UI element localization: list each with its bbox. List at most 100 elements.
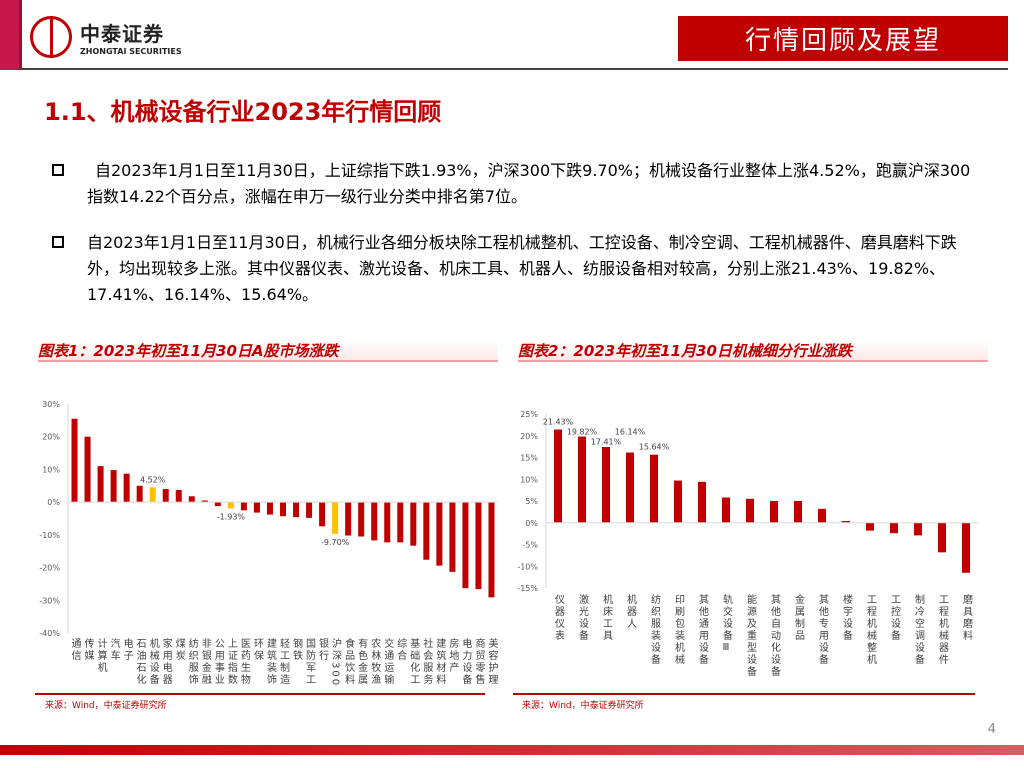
section-badge: 行情回顾及展望 — [678, 16, 1008, 61]
bar — [554, 429, 562, 523]
data-label: -1.93% — [217, 512, 246, 521]
bar — [746, 498, 754, 523]
x-tick-label: 激光设备 — [577, 593, 589, 642]
bar — [794, 501, 802, 523]
data-label: 4.52% — [140, 475, 166, 484]
logo-en: ZHONGTAI SECURITIES — [80, 47, 182, 56]
x-tick-label: 传媒 — [82, 638, 94, 662]
x-tick-label: 钢铁 — [291, 637, 303, 662]
x-tick-label: 仪器仪表 — [553, 594, 565, 642]
y-tick-label: -10% — [517, 562, 538, 571]
data-label: 17.41% — [591, 438, 622, 447]
bar — [475, 502, 482, 590]
x-tick-label: 纺织服装设备 — [649, 593, 661, 666]
paragraph-text: 自2023年1月1日至11月30日，上证综指下跌1.93%，沪深300下跌9.7… — [87, 161, 971, 206]
bar — [123, 473, 130, 503]
chart1-svg: 30% 20% 10% 0% -10% -20% -30% -40% 通信 传媒 计算机 汽车 电子 石油… — [39, 400, 498, 687]
x-tick-label: 制冷空调设备 — [913, 593, 925, 666]
bar — [227, 502, 234, 509]
logo-name: 中泰证券 — [80, 22, 164, 46]
bar — [818, 508, 826, 523]
page-title: 1.1、机械设备行业2023年行情回顾 — [44, 98, 442, 126]
x-tick-label: 工程机械器件 — [937, 594, 949, 666]
x-tick-label: 轻工制造 — [278, 637, 290, 686]
x-tick-label: 交通运输 — [382, 637, 394, 686]
square-bullet-icon — [52, 164, 64, 176]
x-tick-label: 通信 — [69, 638, 81, 662]
bar — [770, 501, 778, 523]
bar — [410, 502, 417, 546]
y-tick-label: 25% — [520, 410, 538, 419]
y-tick-label: -40% — [39, 629, 60, 638]
bar — [319, 502, 326, 527]
x-tick-label: 楼宇设备 — [841, 593, 853, 642]
bar — [698, 481, 706, 523]
chart1-title: 图表1：2023年初至11月30日A股市场涨跌 — [38, 340, 498, 362]
bullet-paragraph: 自2023年1月1日至11月30日，机械行业各细分板块除工程机械整机、工控设备、… — [52, 230, 982, 308]
y-tick-label: -10% — [39, 531, 60, 540]
chart2-svg: 25% 20% 15% 10% 5% 0% -5% -10% -15% 仪器仪表 21.43% 激光设… — [517, 410, 978, 678]
y-tick-label: -30% — [39, 596, 60, 605]
brand-stripe — [0, 0, 22, 70]
x-tick-label: 农林牧渔 — [369, 637, 381, 686]
logo-icon — [30, 16, 72, 58]
bar — [449, 502, 456, 572]
logo: 中泰证券 ZHONGTAI SECURITIES — [30, 16, 182, 58]
bar — [397, 502, 404, 543]
data-label: 15.64% — [639, 443, 670, 452]
bar — [240, 502, 247, 511]
bar — [136, 485, 143, 503]
x-tick-label: 国防军工 — [304, 638, 316, 686]
x-tick-label: 石油石化 — [134, 638, 146, 686]
y-tick-label: 20% — [520, 432, 538, 441]
chart2-title: 图表2：2023年初至11月30日机械细分行业涨跌 — [518, 340, 988, 362]
bar — [201, 500, 208, 503]
y-tick-label: 0% — [47, 498, 60, 507]
source-divider — [35, 693, 485, 695]
x-tick-label: 建筑材料 — [434, 637, 446, 686]
bar — [842, 521, 850, 523]
x-tick-label: 综合 — [395, 637, 407, 662]
page-number: 4 — [987, 722, 996, 737]
x-tick-label: 其他专用设备 — [817, 594, 829, 666]
bar — [371, 502, 378, 541]
x-tick-label: 轨交设备Ⅲ — [721, 593, 733, 655]
bar — [423, 502, 430, 560]
x-tick-label: 煤炭 — [173, 637, 185, 662]
bar — [71, 418, 78, 503]
x-tick-label: 家用电器 — [160, 637, 172, 686]
x-tick-label: 沪深300 — [330, 637, 342, 687]
x-tick-label: 电力设备 — [460, 637, 472, 686]
bar — [280, 502, 286, 517]
x-tick-label: 商贸零售 — [473, 637, 485, 686]
bar — [890, 522, 898, 534]
source-divider — [513, 693, 975, 695]
bar — [84, 436, 91, 503]
y-tick-label: -5% — [522, 541, 538, 550]
x-tick-label: 美容护理 — [486, 637, 498, 686]
x-tick-label: 磨具磨料 — [961, 594, 973, 642]
x-tick-label: 电子 — [121, 637, 133, 662]
y-tick-label: 30% — [42, 400, 60, 409]
y-tick-label: -15% — [517, 584, 538, 593]
bar — [674, 480, 682, 523]
data-label: -9.70% — [321, 538, 350, 547]
bar — [462, 502, 469, 589]
bar — [345, 502, 352, 536]
bar — [626, 452, 634, 523]
x-tick-label: 机器人 — [625, 593, 637, 630]
x-tick-label: 工程机械整机 — [865, 594, 877, 666]
x-tick-label: 汽车 — [108, 637, 120, 662]
bar — [266, 502, 273, 515]
x-tick-label: 机床工具 — [601, 593, 613, 642]
bar — [293, 502, 300, 518]
x-tick-label: 上证指数 — [225, 638, 237, 686]
paragraph-text: 自2023年1月1日至11月30日，机械行业各细分板块除工程机械整机、工控设备、… — [87, 233, 957, 304]
y-tick-label: 10% — [520, 475, 538, 484]
x-tick-label: 有色金属 — [356, 637, 368, 686]
bar — [188, 496, 195, 503]
y-tick-label: 10% — [42, 465, 60, 474]
bar — [866, 522, 874, 531]
bar — [722, 497, 730, 523]
chart1-source: 来源：Wind，中泰证券研究所 — [45, 701, 167, 711]
